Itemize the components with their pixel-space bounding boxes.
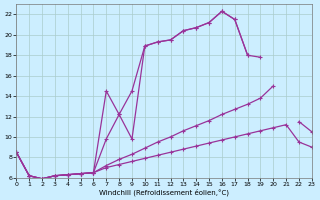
X-axis label: Windchill (Refroidissement éolien,°C): Windchill (Refroidissement éolien,°C) — [99, 188, 229, 196]
